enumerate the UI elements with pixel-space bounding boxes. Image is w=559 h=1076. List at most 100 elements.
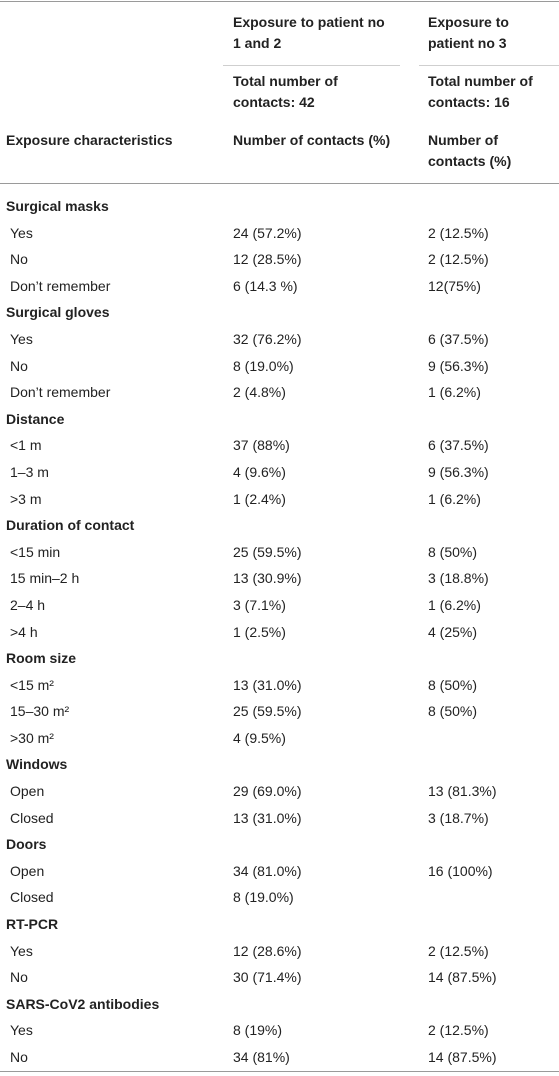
row-label: No <box>10 1049 28 1065</box>
table-row: No 12 (28.5%) 2 (12.5%) <box>0 246 559 273</box>
section-label: Surgical masks <box>6 198 109 214</box>
table-row: 15–30 m² 25 (59.5%) 8 (50%) <box>0 698 559 725</box>
header-bottom-rule <box>0 183 559 184</box>
table-row: <15 min 25 (59.5%) 8 (50%) <box>0 539 559 566</box>
header-group-1: Exposure to patient no 1 and 2 <box>233 14 385 51</box>
contacts-patient-3: 14 (87.5%) <box>428 969 497 986</box>
section-row: Room size <box>0 645 559 672</box>
contacts-patient-3: 1 (6.2%) <box>428 596 481 613</box>
header-group-2: Exposure to patient no 3 <box>428 14 509 51</box>
section-label: Windows <box>6 756 68 773</box>
contacts-patients-1-2: 8 (19.0%) <box>233 357 294 374</box>
contacts-patient-3: 8 (50%) <box>428 703 478 720</box>
contacts-patient-3: 3 (18.7%) <box>428 809 489 826</box>
section-row: Surgical gloves <box>0 299 559 326</box>
contacts-patients-1-2: 12 (28.5%) <box>233 251 302 268</box>
contacts-patients-1-2: 6 (14.3 %) <box>233 277 298 294</box>
contacts-patient-3: 8 (50%) <box>428 676 478 693</box>
contacts-patient-3: 2 (12.5%) <box>428 251 489 268</box>
table-row: Yes 8 (19%) 2 (12.5%) <box>0 1017 559 1044</box>
section-row: SARS-CoV2 antibodies <box>0 991 559 1018</box>
contacts-patient-3: 16 (100%) <box>428 862 493 879</box>
contacts-patients-1-2: 1 (2.4%) <box>233 490 286 507</box>
table-row: 2–4 h 3 (7.1%) 1 (6.2%) <box>0 592 559 619</box>
row-label: 2–4 h <box>10 596 46 613</box>
contacts-patients-1-2: 24 (57.2%) <box>233 224 302 241</box>
table-body: Surgical masks Yes 24 (57.2%) 2 (12.5%) No 12… <box>0 193 559 1071</box>
row-label: 15–30 m² <box>10 703 70 720</box>
header-col-characteristics: Exposure characteristics <box>6 132 173 148</box>
row-label: >4 h <box>10 623 38 640</box>
table-row: Yes 24 (57.2%) 2 (12.5%) <box>0 220 559 247</box>
header-col-contacts-2: Number of contacts (%) <box>428 132 512 169</box>
row-label: No <box>10 969 28 986</box>
contacts-patient-3: 8 (50%) <box>428 543 478 560</box>
contacts-patients-1-2: 13 (31.0%) <box>233 676 302 693</box>
table-row: Yes 32 (76.2%) 6 (37.5%) <box>0 326 559 353</box>
contacts-patients-1-2: 34 (81%) <box>233 1049 290 1065</box>
row-label: 15 min–2 h <box>10 570 80 587</box>
contacts-patient-3: 3 (18.8%) <box>428 570 489 587</box>
row-label: Open <box>10 862 45 879</box>
row-label: <15 min <box>10 543 61 560</box>
row-label: Don’t remember <box>10 384 111 401</box>
row-label: Yes <box>10 224 33 241</box>
header-total-1: Total number of contacts: 42 <box>233 73 338 110</box>
contacts-patients-1-2: 4 (9.5%) <box>233 729 286 746</box>
contacts-patient-3: 2 (12.5%) <box>428 1022 489 1039</box>
contacts-patients-1-2: 3 (7.1%) <box>233 596 286 613</box>
table-row: 1–3 m 4 (9.6%) 9 (56.3%) <box>0 459 559 486</box>
row-label: <1 m <box>10 437 42 454</box>
contacts-patients-1-2: 30 (71.4%) <box>233 969 302 986</box>
contacts-patients-1-2: 2 (4.8%) <box>233 384 286 401</box>
contacts-patient-3: 4 (25%) <box>428 623 478 640</box>
row-label: No <box>10 357 28 374</box>
contacts-patients-1-2: 4 (9.6%) <box>233 463 286 480</box>
contacts-patient-3: 1 (6.2%) <box>428 384 481 401</box>
table-row: No 30 (71.4%) 14 (87.5%) <box>0 964 559 991</box>
contacts-patients-1-2: 25 (59.5%) <box>233 703 302 720</box>
table-row: Open 29 (69.0%) 13 (81.3%) <box>0 778 559 805</box>
contacts-patients-1-2: 13 (31.0%) <box>233 809 302 826</box>
contacts-patient-3: 12(75%) <box>428 277 481 294</box>
header-col-contacts-1: Number of contacts (%) <box>233 132 391 148</box>
row-label: Closed <box>10 889 54 906</box>
section-row: Windows <box>0 751 559 778</box>
section-row: Duration of contact <box>0 512 559 539</box>
table-row: No 34 (81%) 14 (87.5%) <box>0 1044 559 1071</box>
table-row: >30 m² 4 (9.5%) <box>0 725 559 752</box>
contacts-patients-1-2: 8 (19.0%) <box>233 889 294 906</box>
contacts-patient-3: 6 (37.5%) <box>428 437 489 454</box>
table-row: Don’t remember 2 (4.8%) 1 (6.2%) <box>0 379 559 406</box>
table-bottom-rule <box>0 1071 559 1072</box>
section-label: Distance <box>6 410 65 427</box>
row-label: <15 m² <box>10 676 54 693</box>
header-group-1-rule <box>223 65 400 66</box>
section-label: Duration of contact <box>6 517 135 534</box>
table-row: <1 m 37 (88%) 6 (37.5%) <box>0 432 559 459</box>
contacts-patient-3: 6 (37.5%) <box>428 330 489 347</box>
section-label: Doors <box>6 836 47 853</box>
contacts-patients-1-2: 29 (69.0%) <box>233 783 302 800</box>
section-label: Surgical gloves <box>6 304 110 321</box>
contacts-patients-1-2: 37 (88%) <box>233 437 290 454</box>
contacts-patient-3: 9 (56.3%) <box>428 357 489 374</box>
table-top-rule <box>0 1 559 2</box>
contacts-patients-1-2: 32 (76.2%) <box>233 330 302 347</box>
table-row: Closed 13 (31.0%) 3 (18.7%) <box>0 805 559 832</box>
contacts-patients-1-2: 13 (30.9%) <box>233 570 302 587</box>
table-row: Closed 8 (19.0%) <box>0 884 559 911</box>
contacts-patient-3: 2 (12.5%) <box>428 224 489 241</box>
contacts-patients-1-2: 12 (28.6%) <box>233 942 302 959</box>
row-label: 1–3 m <box>10 463 49 480</box>
section-row: RT-PCR <box>0 911 559 938</box>
table-row: No 8 (19.0%) 9 (56.3%) <box>0 353 559 380</box>
row-label: No <box>10 251 28 268</box>
row-label: Yes <box>10 330 33 347</box>
row-label: >3 m <box>10 490 42 507</box>
section-row: Doors <box>0 831 559 858</box>
contacts-patient-3: 1 (6.2%) <box>428 490 481 507</box>
section-label: Room size <box>6 650 77 667</box>
contacts-patient-3: 14 (87.5%) <box>428 1049 497 1065</box>
